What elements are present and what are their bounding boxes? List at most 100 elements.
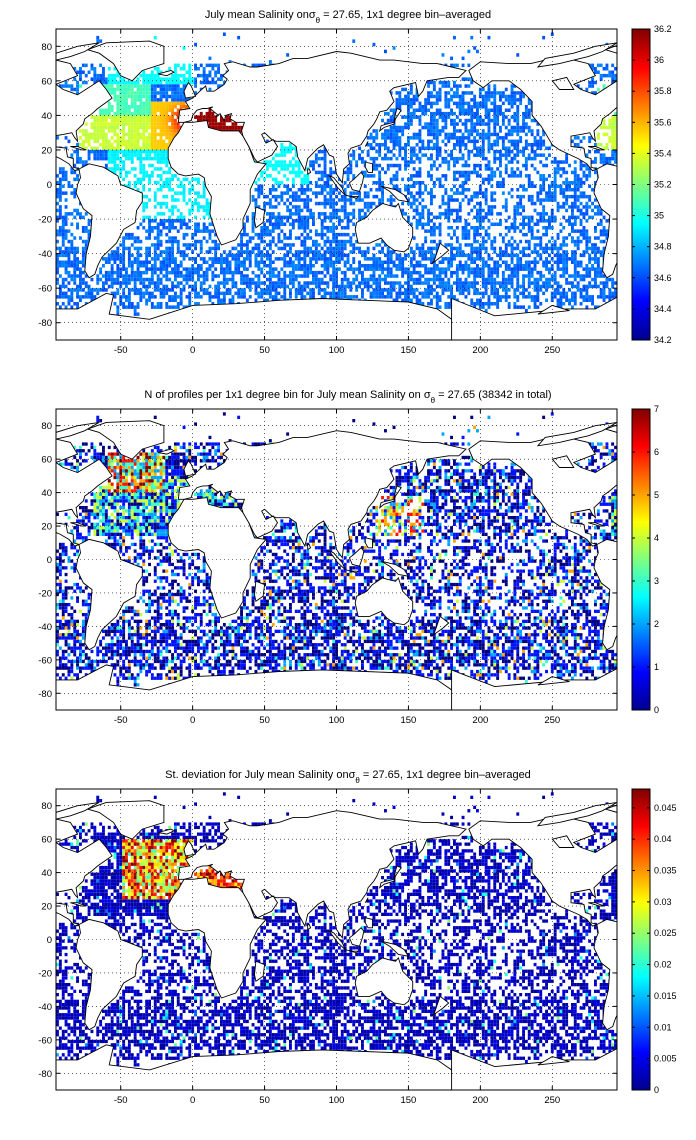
- data-bin: [536, 132, 540, 137]
- data-bin: [240, 264, 243, 268]
- data-bin: [384, 129, 387, 133]
- data-bin: [150, 94, 154, 99]
- data-bin: [205, 198, 209, 202]
- data-bin: [202, 222, 206, 226]
- data-bin: [424, 111, 428, 116]
- data-bin: [361, 250, 364, 254]
- data-bin: [504, 246, 508, 251]
- data-bin: [122, 267, 126, 271]
- data-bin: [153, 215, 157, 220]
- data-bin: [608, 277, 612, 282]
- data-bin: [352, 149, 356, 154]
- data-bin: [294, 160, 298, 164]
- data-bin: [504, 198, 508, 202]
- data-bin: [90, 136, 94, 140]
- data-bin: [455, 105, 459, 109]
- data-bin: [585, 87, 589, 92]
- data-bin: [127, 139, 131, 144]
- data-bin: [217, 67, 220, 71]
- data-bin: [579, 160, 583, 164]
- data-bin: [545, 232, 548, 237]
- data-bin: [254, 274, 258, 278]
- data-bin: [156, 174, 160, 178]
- data-bin: [573, 136, 577, 140]
- data-bin: [153, 253, 157, 258]
- data-bin: [530, 198, 534, 202]
- data-bin: [384, 243, 387, 247]
- data-bin: [162, 94, 166, 99]
- data-bin: [539, 270, 543, 275]
- data-bin: [524, 163, 528, 168]
- data-bin: [467, 212, 471, 216]
- data-bin: [441, 281, 445, 285]
- data-bin: [153, 143, 157, 147]
- data-bin: [332, 264, 336, 268]
- data-bin: [202, 181, 206, 185]
- data-bin: [205, 270, 209, 275]
- data-bin: [438, 98, 442, 102]
- data-bin: [159, 229, 163, 233]
- data-bin: [412, 253, 416, 258]
- data-bin: [125, 108, 128, 112]
- data-bin: [113, 160, 117, 164]
- data-bin: [461, 77, 465, 81]
- data-bin: [199, 243, 203, 247]
- data-bin: [591, 77, 594, 81]
- data-bin: [608, 160, 612, 164]
- data-bin: [476, 215, 479, 220]
- data-bin: [467, 105, 471, 109]
- data-bin: [455, 212, 459, 216]
- data-bin: [113, 94, 117, 99]
- data-bin: [384, 170, 387, 175]
- data-bin: [467, 101, 471, 106]
- data-bin: [504, 146, 508, 150]
- data-bin: [194, 42, 197, 47]
- data-bin: [363, 170, 367, 175]
- data-bin: [291, 181, 295, 185]
- data-bin: [346, 198, 350, 202]
- data-bin: [125, 111, 128, 116]
- data-bin: [153, 194, 157, 199]
- data-bin: [372, 264, 376, 268]
- data-bin: [395, 174, 399, 178]
- data-bin: [277, 232, 281, 237]
- data-bin: [79, 143, 82, 147]
- data-bin: [205, 274, 209, 278]
- data-bin: [522, 184, 525, 188]
- data-bin: [340, 239, 344, 244]
- data-bin: [470, 267, 474, 271]
- data-bin: [510, 125, 514, 130]
- data-bin: [148, 146, 151, 150]
- data-bin: [337, 232, 341, 237]
- data-bin: [381, 188, 384, 192]
- data-bin: [153, 149, 157, 154]
- data-bin: [61, 219, 65, 223]
- data-bin: [605, 146, 609, 150]
- data-bin: [340, 184, 344, 188]
- data-bin: [378, 153, 382, 157]
- data-bin: [110, 274, 114, 278]
- data-bin: [300, 257, 304, 261]
- data-bin: [153, 77, 157, 81]
- data-bin: [176, 270, 180, 275]
- data-bin: [145, 98, 149, 102]
- data-bin: [145, 115, 149, 119]
- data-bin: [133, 115, 137, 119]
- data-bin: [56, 181, 59, 185]
- data-bin: [150, 219, 154, 223]
- data-bin: [487, 205, 491, 209]
- data-bin: [493, 129, 497, 133]
- data-bin: [73, 149, 77, 154]
- data-bin: [291, 260, 295, 264]
- data-bin: [409, 156, 413, 161]
- data-bin: [493, 239, 497, 244]
- data-bin: [139, 246, 143, 251]
- data-bin: [568, 219, 571, 223]
- data-bin: [473, 270, 477, 275]
- data-bin: [418, 194, 422, 199]
- data-bin: [130, 91, 134, 95]
- data-bin: [329, 253, 333, 258]
- data-bin: [220, 118, 223, 123]
- data-bin: [289, 222, 292, 226]
- data-bin: [110, 281, 114, 285]
